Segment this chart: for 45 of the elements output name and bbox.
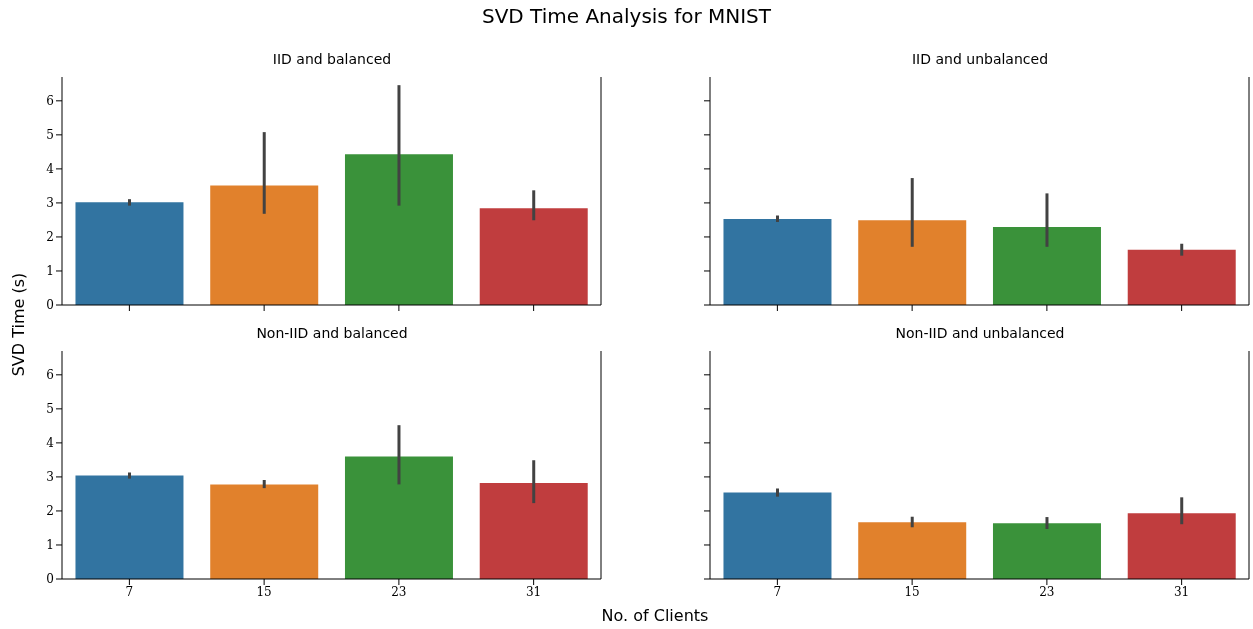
chart-title: IID and unbalanced (911, 51, 1049, 67)
y-tick-label: 4 (46, 436, 55, 451)
x-tick-label: 7 (773, 584, 782, 599)
y-tick-label: 3 (46, 196, 54, 211)
x-tick-label: 31 (1173, 584, 1190, 599)
bar (1127, 249, 1236, 305)
bar (75, 475, 184, 579)
bar (210, 185, 319, 305)
x-tick-label: 15 (904, 584, 920, 599)
x-tick-label: 23 (391, 584, 407, 599)
y-tick-label: 6 (46, 368, 54, 383)
bar (75, 202, 184, 305)
y-tick-label: 1 (46, 264, 54, 279)
x-tick-label: 23 (1039, 584, 1055, 599)
bar (479, 483, 588, 579)
y-tick-label: 4 (46, 162, 55, 177)
y-axis-title: SVD Time (s) (8, 271, 28, 379)
x-tick-label: 31 (525, 584, 542, 599)
bar (479, 208, 588, 305)
bar (210, 484, 319, 579)
text: SVD Time Analysis for MNIST (480, 4, 773, 28)
x-tick-label: 7 (125, 584, 134, 599)
y-tick-label: 0 (46, 572, 54, 587)
chart-title: Non-IID and unbalanced (894, 325, 1066, 341)
y-tick-label: 5 (46, 128, 54, 143)
y-tick-label: 3 (46, 470, 54, 485)
bar (344, 154, 453, 305)
chart-title: IID and balanced (271, 51, 393, 67)
bar (858, 522, 967, 579)
bar (723, 218, 832, 305)
y-tick-label: 2 (46, 504, 54, 519)
y-tick-label: 2 (46, 230, 54, 245)
bar (992, 227, 1101, 305)
bar (723, 492, 832, 579)
bar (858, 220, 967, 305)
y-tick-label: 6 (46, 94, 54, 109)
chart-title: Non-IID and balanced (255, 325, 409, 341)
y-tick-label: 0 (46, 298, 54, 313)
x-tick-label: 15 (256, 584, 272, 599)
bar (1127, 513, 1236, 579)
y-tick-label: 5 (46, 402, 54, 417)
x-axis-title: No. of Clients (600, 606, 710, 625)
y-tick-label: 1 (46, 538, 54, 553)
bar (344, 456, 453, 579)
bar (992, 523, 1101, 579)
